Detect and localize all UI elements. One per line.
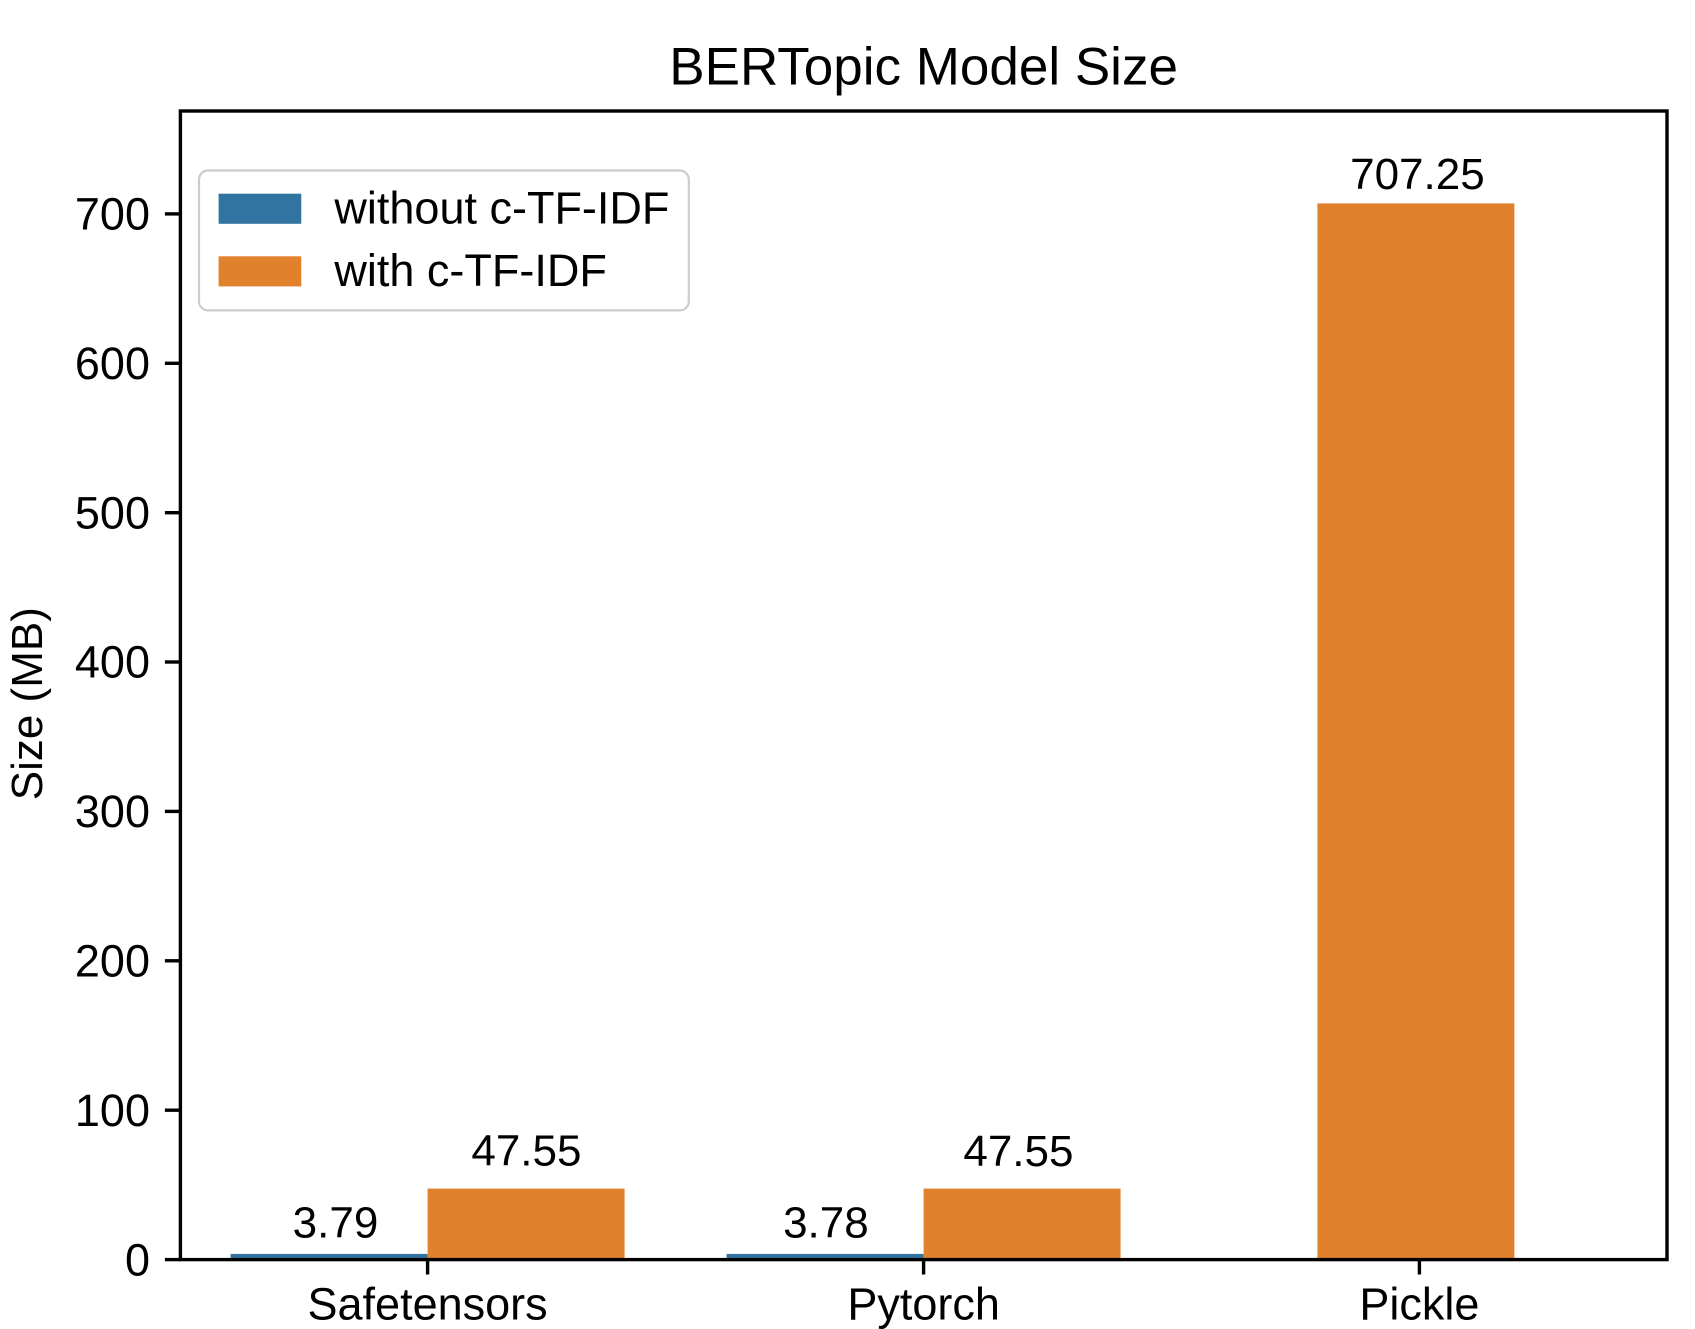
svg-text:without c-TF-IDF: without c-TF-IDF [333, 182, 669, 233]
svg-text:600: 600 [75, 338, 150, 389]
svg-text:400: 400 [75, 637, 150, 688]
svg-text:with c-TF-IDF: with c-TF-IDF [333, 245, 606, 296]
svg-text:200: 200 [75, 936, 150, 987]
svg-text:700: 700 [75, 189, 150, 240]
svg-text:100: 100 [75, 1085, 150, 1136]
svg-text:Size (MB): Size (MB) [3, 607, 52, 800]
svg-text:47.55: 47.55 [471, 1127, 581, 1176]
svg-text:500: 500 [75, 487, 150, 538]
svg-text:3.79: 3.79 [293, 1198, 379, 1247]
svg-text:Safetensors: Safetensors [308, 1279, 548, 1329]
svg-text:Pickle: Pickle [1359, 1279, 1479, 1329]
svg-text:300: 300 [75, 786, 150, 837]
svg-text:Pytorch: Pytorch [847, 1279, 1000, 1329]
svg-text:BERTopic Model Size: BERTopic Model Size [669, 38, 1178, 97]
svg-text:707.25: 707.25 [1350, 150, 1485, 199]
svg-text:3.78: 3.78 [783, 1198, 869, 1247]
svg-text:0: 0 [125, 1234, 150, 1285]
svg-text:47.55: 47.55 [963, 1127, 1073, 1176]
